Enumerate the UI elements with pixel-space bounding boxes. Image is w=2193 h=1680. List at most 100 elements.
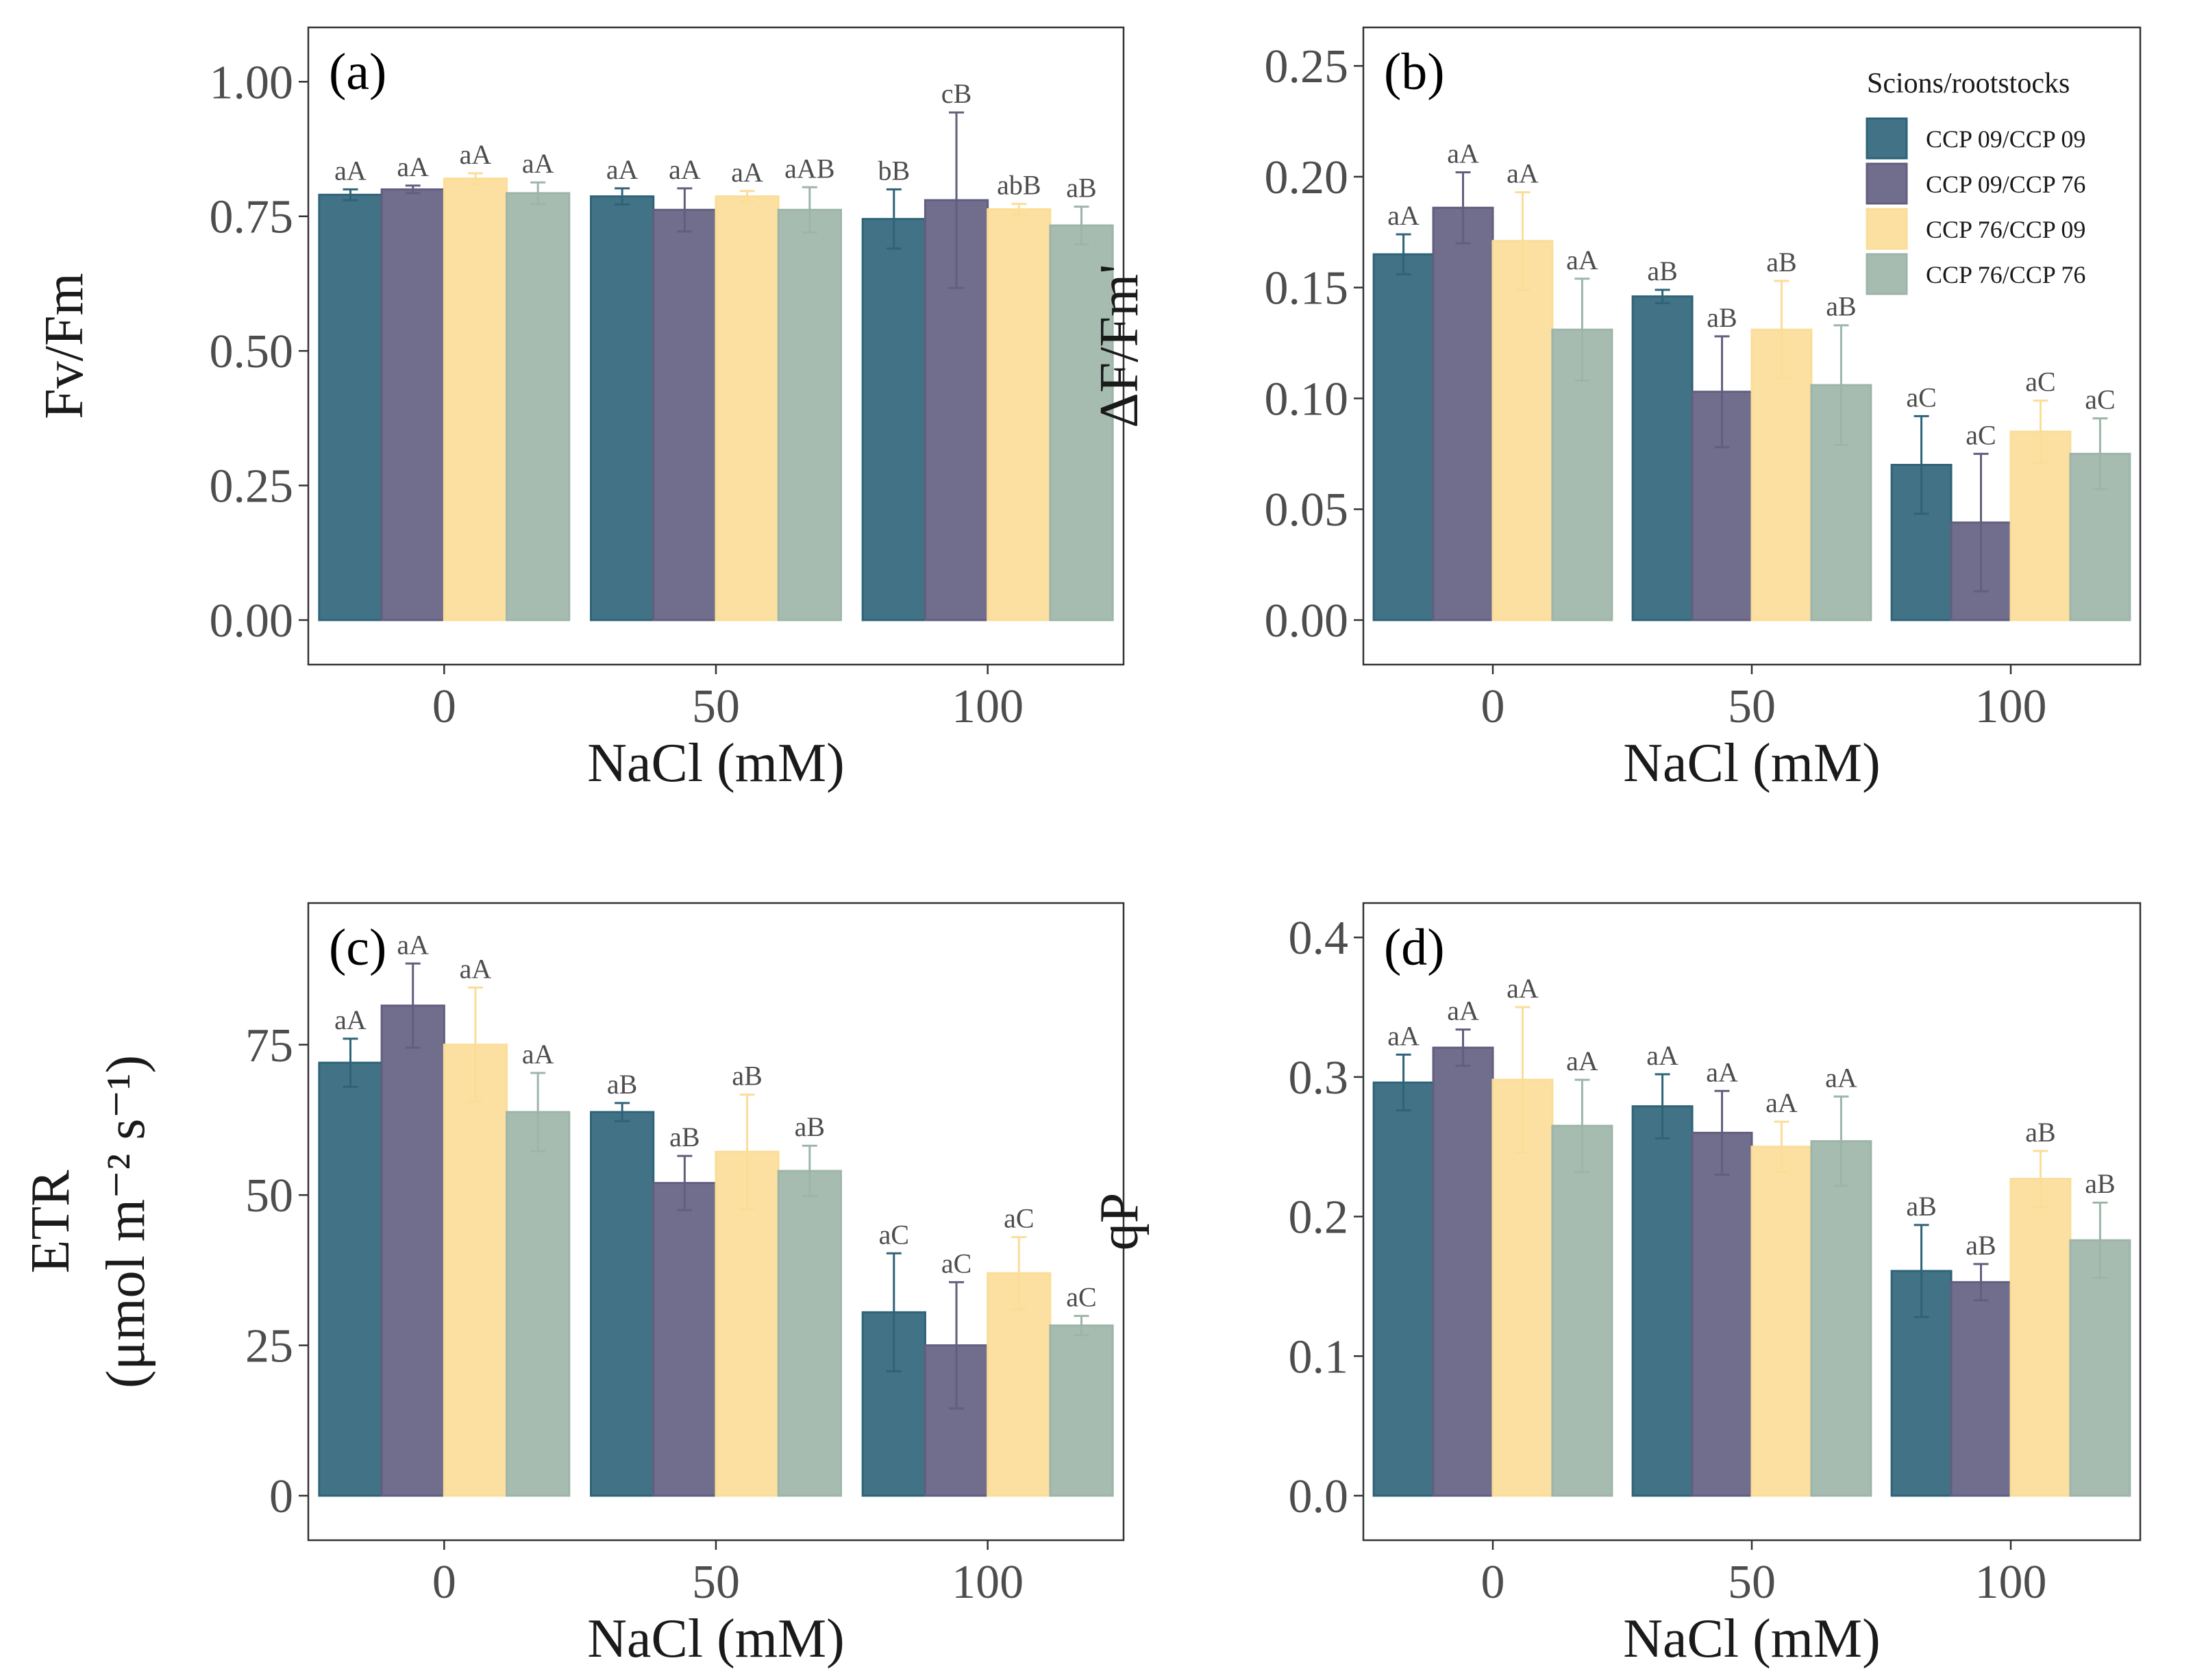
x-axis-title: NaCl (mM)	[587, 1609, 845, 1669]
bar-label: aB	[669, 1122, 699, 1152]
bar-label: aA	[460, 953, 492, 984]
y-axis-title: ΔF/Fm'	[1089, 264, 1150, 428]
x-tick-label: 100	[952, 680, 1024, 733]
bar-label: aA	[1387, 200, 1420, 231]
y-tick-label: 0.25	[1265, 40, 1349, 93]
x-tick-label: 100	[952, 1556, 1024, 1609]
y-tick-label: 0.4	[1289, 912, 1349, 965]
bar-label: aA	[1447, 138, 1479, 169]
bar-label: aA	[1825, 1062, 1857, 1093]
y-axis-unit: (μmol m⁻² s⁻¹)	[96, 1055, 156, 1388]
panel-c: 0 25 50 75 0 aA aA aA aA 50 aB aB aB aB 100 aC aC aC aC (c)…	[21, 902, 1125, 1669]
bar-label: aC	[941, 1248, 971, 1278]
bar	[861, 218, 926, 621]
bar-label: aC	[879, 1219, 909, 1250]
bar-label: aA	[397, 151, 429, 182]
bar-label: aC	[1066, 1282, 1096, 1313]
y-axis-title: Fv/Fm	[34, 273, 95, 419]
bar-label: aA	[522, 1039, 554, 1070]
bar-label: aAB	[784, 153, 834, 184]
legend-title: Scions/rootstocks	[1867, 68, 2070, 99]
legend-item-label: CCP 09/CCP 09	[1926, 125, 2085, 153]
bar-label: aA	[606, 154, 639, 185]
x-tick-label: 0	[432, 1556, 456, 1609]
panel-d: 0.0 0.1 0.2 0.3 0.4 0 aA aA aA aA 50 aA aA aA aA 100 aB a…	[1089, 902, 2142, 1669]
bar	[1631, 1105, 1694, 1497]
legend-item-label: CCP 09/CCP 76	[1926, 171, 2085, 198]
bar-label: aB	[1826, 291, 1856, 322]
bar-label: aB	[607, 1069, 637, 1100]
y-axis-title: qP	[1089, 1193, 1150, 1251]
bar	[506, 1111, 571, 1497]
y-tick-label: 0	[269, 1470, 293, 1523]
y-tick-label: 75	[245, 1020, 293, 1072]
bar	[715, 195, 780, 621]
panel-b: 0.00 0.05 0.10 0.15 0.20 0.25 0 aA aA aA aA 50 aB aB a…	[1089, 26, 2142, 793]
y-axis-title: ETR	[21, 1170, 81, 1274]
bar-label: aC	[1906, 382, 1936, 412]
x-axis-title: NaCl (mM)	[587, 733, 845, 793]
x-tick-label: 50	[692, 1556, 740, 1609]
legend-item-label: CCP 76/CCP 76	[1926, 261, 2085, 288]
y-tick-label: 0.75	[210, 191, 294, 244]
bar	[1372, 1081, 1435, 1497]
bar-label: aA	[1447, 996, 1479, 1026]
bar-label: aA	[1507, 158, 1539, 189]
y-tick-label: 0.3	[1289, 1052, 1349, 1104]
y-tick-label: 0.2	[1289, 1191, 1349, 1244]
panel-label: (b)	[1384, 43, 1445, 101]
bar	[1810, 1140, 1872, 1497]
x-tick-label: 50	[1728, 680, 1776, 733]
bar	[380, 188, 445, 621]
bar	[443, 1043, 508, 1497]
bar	[506, 192, 571, 621]
bar-label: aA	[731, 157, 763, 188]
bar	[1432, 1046, 1494, 1497]
y-tick-label: 0.00	[1265, 595, 1349, 647]
y-tick-label: 0.1	[1289, 1331, 1349, 1383]
bar	[590, 1111, 655, 1497]
legend-swatch	[1866, 208, 1908, 250]
bar	[590, 195, 655, 621]
legend-swatch	[1866, 162, 1908, 205]
bar	[1372, 253, 1435, 621]
bar-label: aA	[1387, 1020, 1420, 1051]
y-tick-label: 0.20	[1265, 151, 1349, 204]
x-tick-label: 50	[1728, 1556, 1776, 1609]
x-tick-label: 0	[432, 680, 456, 733]
bar	[1691, 1131, 1753, 1497]
bar-label: aB	[795, 1111, 825, 1142]
bar-label: aA	[669, 154, 701, 185]
bar	[1950, 1281, 2012, 1497]
y-tick-label: 0.00	[210, 595, 294, 647]
x-axis-title: NaCl (mM)	[1623, 733, 1881, 793]
bar-label: abB	[997, 170, 1041, 201]
bar-label: aB	[1647, 256, 1677, 286]
bar-label: aC	[2085, 384, 2115, 415]
bar	[1491, 240, 1554, 621]
bar-label: aA	[1646, 1040, 1678, 1071]
bar-label: aA	[334, 1004, 367, 1035]
y-tick-label: 25	[245, 1320, 293, 1373]
bar-label: aB	[1966, 1230, 1996, 1261]
bar	[1049, 1324, 1114, 1497]
y-tick-label: 0.15	[1265, 262, 1349, 315]
bar	[2069, 1239, 2131, 1497]
bar-label: aA	[397, 929, 429, 960]
y-tick-label: 1.00	[210, 56, 294, 109]
bar-label: aB	[732, 1061, 762, 1091]
bar-label: aA	[334, 155, 367, 186]
bar	[1631, 295, 1694, 621]
bar-label: aA	[460, 139, 492, 170]
bar	[443, 177, 508, 621]
bar	[380, 1004, 445, 1497]
bar-label: aA	[1566, 245, 1598, 275]
y-tick-label: 50	[245, 1170, 293, 1222]
panel-label: (a)	[329, 43, 386, 101]
bar-label: aB	[1906, 1191, 1936, 1222]
y-tick-label: 0.10	[1265, 373, 1349, 425]
bar-label: aA	[1566, 1046, 1598, 1076]
bar	[777, 1170, 842, 1497]
bar-label: cB	[941, 78, 971, 109]
